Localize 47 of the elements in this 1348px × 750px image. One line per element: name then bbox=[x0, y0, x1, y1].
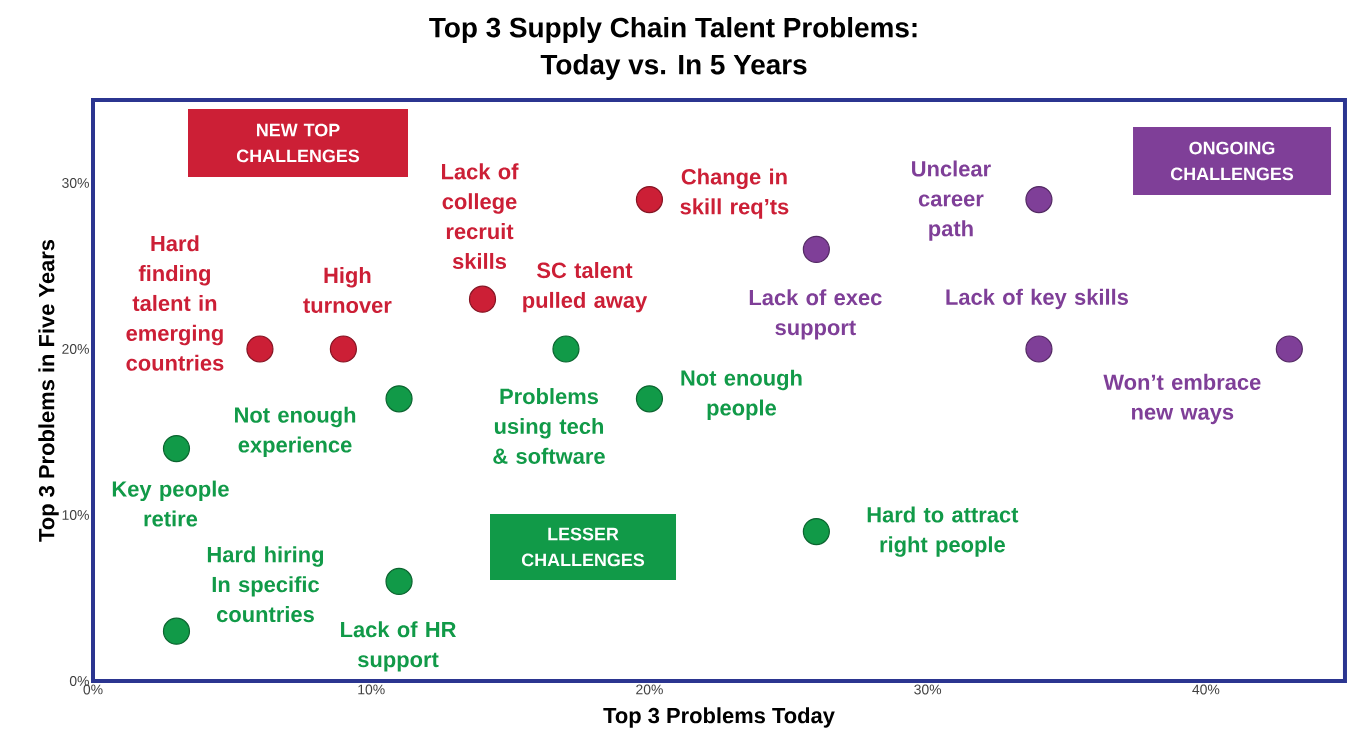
annotation: ONGOING CHALLENGES bbox=[1170, 141, 1294, 181]
annotation: Lack of college recruit skills bbox=[442, 163, 519, 270]
point bbox=[162, 617, 191, 645]
annotation: Unclear career path bbox=[912, 160, 991, 241]
point bbox=[329, 335, 357, 363]
x-tick-label: 0% bbox=[83, 684, 103, 695]
point bbox=[802, 235, 830, 263]
annotation: Won’t embrace new ways bbox=[1103, 373, 1261, 425]
annotation: Not enough experience bbox=[235, 406, 356, 457]
y-tick-label: 30% bbox=[62, 178, 89, 188]
point bbox=[1025, 335, 1053, 363]
annotation: Lack of exec support bbox=[749, 289, 882, 340]
annotation: Not enough people bbox=[681, 369, 802, 420]
annotation: Change in skill req’ts bbox=[680, 168, 789, 219]
point bbox=[246, 335, 274, 363]
point bbox=[802, 518, 830, 546]
point bbox=[552, 335, 580, 363]
point bbox=[635, 385, 664, 413]
y-tick-label: 0% bbox=[69, 676, 89, 686]
annotation: SC talent pulled away bbox=[523, 262, 648, 313]
point bbox=[468, 285, 497, 313]
annotation: Problems using tech & software bbox=[493, 388, 605, 464]
y-tick-label: 10% bbox=[62, 510, 89, 520]
annotation: Hard hiring In specific countries bbox=[207, 546, 324, 623]
annotation: LESSER CHALLENGES bbox=[521, 527, 645, 567]
point bbox=[162, 435, 191, 463]
annotation: Hard to attract right people bbox=[867, 506, 1019, 557]
point bbox=[635, 185, 664, 214]
point bbox=[385, 567, 413, 595]
annotation: Lack of key skills bbox=[946, 288, 1128, 310]
chart-title: Top 3 Supply Chain Talent Problems: bbox=[429, 17, 917, 43]
point bbox=[1025, 185, 1053, 214]
annotation: Lack of HR support bbox=[341, 621, 457, 672]
x-tick-label: 40% bbox=[1192, 684, 1220, 695]
annotation: Key people retire bbox=[112, 480, 229, 527]
y-axis-title: Top 3 Problems in Five Years bbox=[38, 239, 59, 542]
x-tick-label: 30% bbox=[914, 684, 942, 695]
x-axis-title: Top 3 Problems Today bbox=[603, 707, 835, 728]
annotation: NEW TOP CHALLENGES bbox=[236, 123, 360, 163]
annotation: Hard finding talent in emerging countries bbox=[126, 235, 224, 371]
point bbox=[385, 385, 413, 413]
x-tick-label: 10% bbox=[358, 684, 385, 695]
y-tick-label: 20% bbox=[62, 344, 89, 354]
chart-subtitle: Today vs. In 5 Years bbox=[540, 54, 807, 80]
x-tick-label: 20% bbox=[636, 684, 663, 695]
point bbox=[1275, 335, 1303, 363]
annotation: High turnover bbox=[303, 266, 392, 313]
